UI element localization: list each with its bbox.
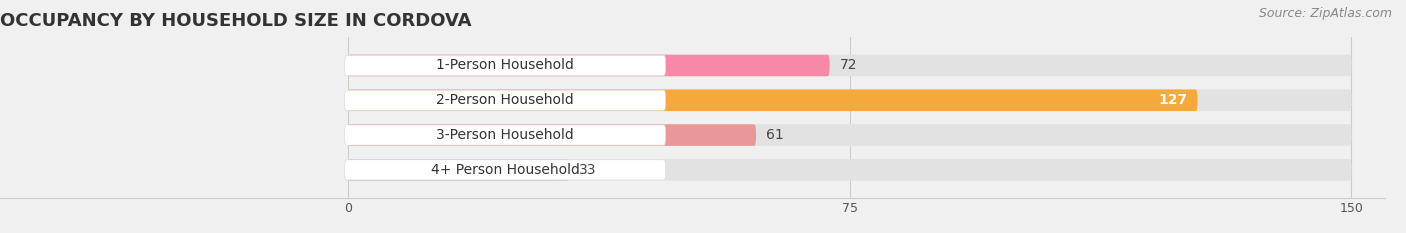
Text: 72: 72	[839, 58, 858, 72]
FancyBboxPatch shape	[347, 89, 1198, 111]
Text: 61: 61	[766, 128, 783, 142]
FancyBboxPatch shape	[347, 159, 568, 181]
FancyBboxPatch shape	[347, 55, 830, 76]
FancyBboxPatch shape	[344, 160, 665, 180]
FancyBboxPatch shape	[344, 55, 665, 75]
Text: 33: 33	[579, 163, 596, 177]
FancyBboxPatch shape	[347, 89, 1351, 111]
Text: Source: ZipAtlas.com: Source: ZipAtlas.com	[1258, 7, 1392, 20]
Text: 3-Person Household: 3-Person Household	[436, 128, 574, 142]
FancyBboxPatch shape	[347, 124, 756, 146]
Text: OCCUPANCY BY HOUSEHOLD SIZE IN CORDOVA: OCCUPANCY BY HOUSEHOLD SIZE IN CORDOVA	[0, 12, 471, 30]
Text: 2-Person Household: 2-Person Household	[436, 93, 574, 107]
FancyBboxPatch shape	[347, 55, 1351, 76]
FancyBboxPatch shape	[344, 90, 665, 110]
Text: 4+ Person Household: 4+ Person Household	[430, 163, 579, 177]
Text: 1-Person Household: 1-Person Household	[436, 58, 574, 72]
FancyBboxPatch shape	[347, 159, 1351, 181]
Text: 127: 127	[1159, 93, 1188, 107]
FancyBboxPatch shape	[347, 124, 1351, 146]
FancyBboxPatch shape	[344, 125, 665, 145]
